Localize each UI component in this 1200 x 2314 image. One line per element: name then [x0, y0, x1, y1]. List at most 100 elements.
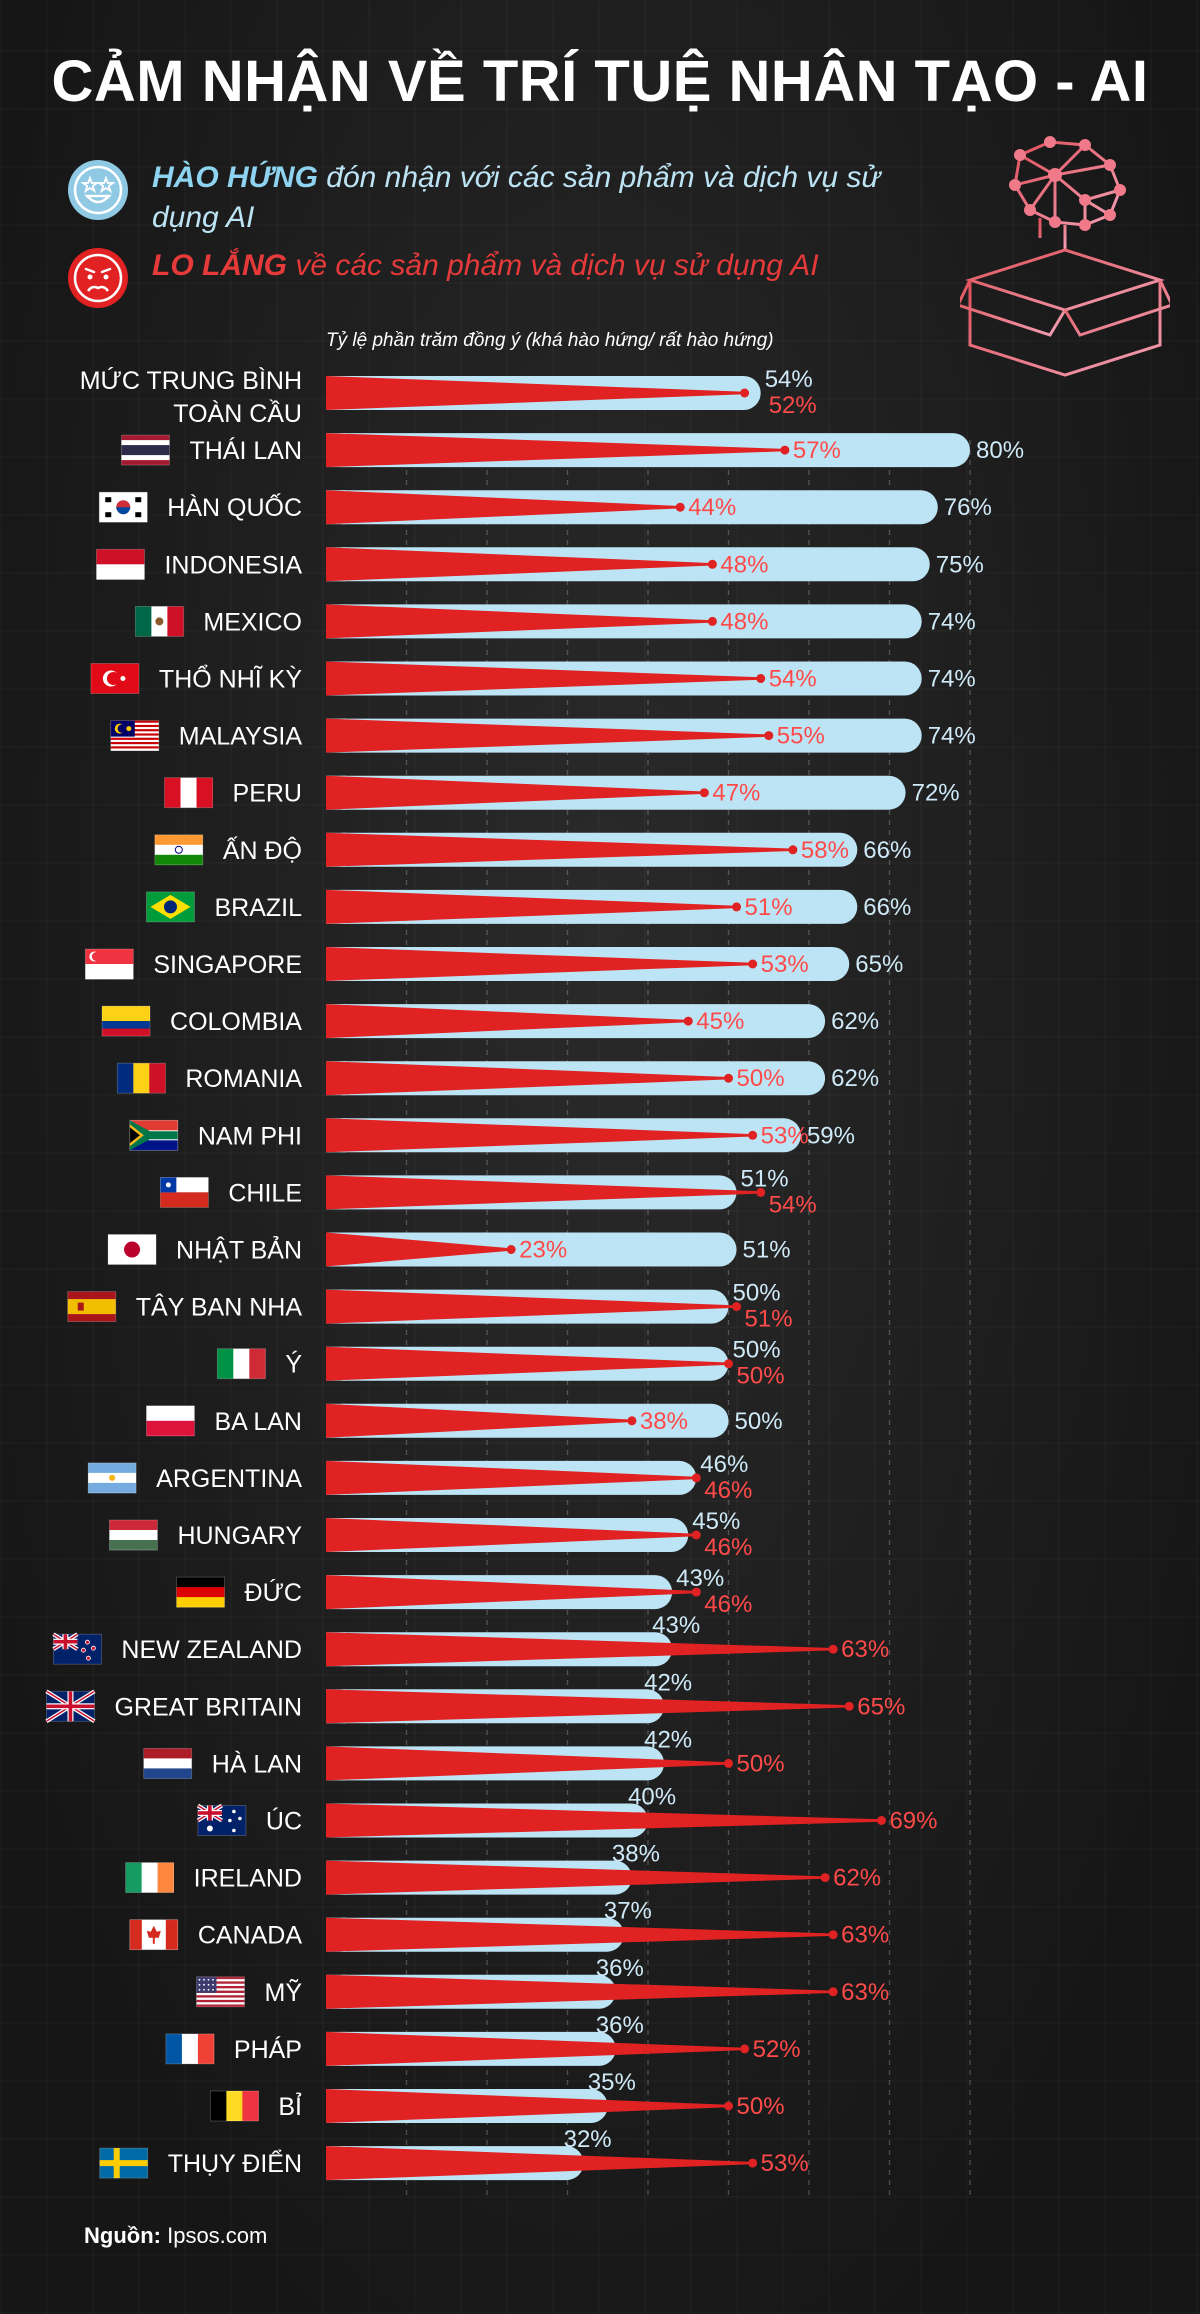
worried-wedge — [326, 1004, 689, 1039]
india-flag-icon — [154, 834, 204, 866]
worried-dot — [691, 1473, 701, 1483]
category-label: HÀ LAN — [212, 1749, 302, 1778]
worried-dot — [756, 674, 766, 683]
category-label: COLOMBIA — [170, 1008, 302, 1036]
category-label: ÚC — [266, 1807, 302, 1836]
worried-dot — [707, 616, 717, 626]
poland-flag-icon — [146, 1405, 195, 1437]
canada-flag-icon — [129, 1919, 179, 1951]
excited-value-label: 50% — [733, 1280, 781, 1307]
excited-value-label: 80% — [976, 437, 1024, 464]
worried-value-label: 48% — [720, 608, 768, 635]
category-label: MỨC TRUNG BÌNH — [80, 366, 302, 395]
worried-dot — [724, 1073, 733, 1083]
worried-dot — [506, 1245, 516, 1254]
worried-dot — [699, 788, 709, 798]
category-label: MALAYSIA — [179, 723, 303, 751]
category-label: TOÀN CẦU — [173, 399, 302, 428]
worried-wedge — [326, 1289, 737, 1324]
brazil-flag-icon — [146, 891, 195, 923]
source-label: Nguồn: — [84, 2223, 161, 2248]
worried-dot — [683, 1016, 693, 1026]
excited-value-label: 42% — [644, 1669, 692, 1696]
legend-excited: HÀO HỨNG đón nhận với các sản phẩm và dị… — [66, 158, 932, 238]
worried-dot — [748, 1130, 758, 1140]
category-label: NEW ZEALAND — [121, 1636, 302, 1664]
worried-wedge — [326, 604, 713, 639]
excited-value-label: 40% — [628, 1784, 676, 1811]
worried-dot — [627, 1416, 637, 1426]
worried-wedge — [326, 661, 761, 696]
worried-value-label: 62% — [833, 1865, 881, 1892]
worried-value-label: 48% — [720, 551, 768, 578]
excited-value-label: 38% — [612, 1841, 660, 1868]
worried-wedge — [326, 832, 793, 867]
ai-brain-box-icon — [960, 136, 1170, 377]
great-britain-flag-icon — [45, 1689, 96, 1723]
worried-value-label: 47% — [712, 780, 760, 807]
category-label: THÁI LAN — [189, 436, 302, 465]
excited-value-label: 42% — [644, 1726, 692, 1753]
excited-bar — [326, 1232, 737, 1267]
worried-value-label: 50% — [737, 1065, 785, 1092]
sweden-flag-icon — [99, 2147, 149, 2179]
excited-value-label: 66% — [863, 894, 911, 921]
japan-flag-icon — [107, 1234, 157, 1265]
worried-wedge — [326, 2031, 745, 2066]
category-label: SINGAPORE — [153, 951, 302, 979]
thailand-flag-icon — [121, 434, 170, 466]
worried-value-label: 54% — [769, 666, 817, 693]
worried-dot — [788, 845, 798, 855]
category-label: NHẬT BẢN — [176, 1235, 302, 1265]
worried-dot — [876, 1816, 886, 1825]
worried-dot — [748, 959, 758, 969]
new-zealand-flag-icon — [52, 1632, 102, 1665]
worried-wedge — [326, 1403, 632, 1438]
worried-value-label: 65% — [857, 1693, 905, 1720]
worried-wedge — [326, 1346, 729, 1381]
worried-value-label: 50% — [737, 2093, 785, 2120]
worried-value-label: 63% — [841, 1922, 889, 1949]
worried-dot — [732, 902, 742, 912]
argentina-flag-icon — [87, 1462, 137, 1494]
worried-wedge — [326, 1175, 761, 1210]
worried-wedge — [326, 1803, 882, 1838]
worried-value-label: 45% — [696, 1008, 744, 1035]
category-label: BA LAN — [214, 1408, 302, 1436]
excited-value-label: 66% — [863, 837, 911, 864]
korea-flag-icon — [98, 491, 148, 523]
worried-wedge — [326, 947, 753, 981]
australia-flag-icon — [196, 1803, 247, 1836]
excited-value-label: 59% — [807, 1122, 855, 1149]
worried-value-label: 53% — [761, 2150, 809, 2177]
worried-dot — [740, 388, 750, 398]
worried-value-label: 53% — [761, 1122, 809, 1149]
category-label: NAM PHI — [198, 1122, 302, 1150]
south-africa-flag-icon — [129, 1119, 179, 1151]
worried-dot — [675, 502, 685, 512]
worried-value-label: 55% — [777, 723, 825, 750]
excited-value-label: 45% — [692, 1508, 740, 1535]
category-label: GREAT BRITAIN — [114, 1693, 302, 1721]
excited-value-label: 36% — [596, 2012, 644, 2039]
worried-value-label: 50% — [737, 1750, 785, 1777]
hungary-flag-icon — [109, 1519, 158, 1551]
worried-value-label: 52% — [769, 392, 817, 419]
worried-dot — [828, 1930, 838, 1940]
excited-value-label: 74% — [928, 723, 976, 750]
spain-flag-icon — [67, 1291, 117, 1322]
worried-dot — [732, 1302, 742, 1312]
excited-value-label: 43% — [652, 1612, 700, 1639]
worried-wedge — [326, 1061, 729, 1096]
worried-wedge — [326, 2089, 729, 2123]
excited-value-label: 36% — [596, 1955, 644, 1982]
worried-value-label: 51% — [745, 894, 793, 921]
excited-value-label: 35% — [588, 2069, 636, 2096]
category-label: TÂY BAN NHA — [136, 1293, 303, 1322]
worried-wedge — [326, 376, 745, 410]
worried-wedge — [326, 1575, 697, 1610]
excited-value-label: 51% — [741, 1165, 789, 1192]
category-label: ARGENTINA — [156, 1465, 302, 1493]
excited-value-label: 62% — [831, 1008, 879, 1035]
singapore-flag-icon — [84, 948, 134, 980]
